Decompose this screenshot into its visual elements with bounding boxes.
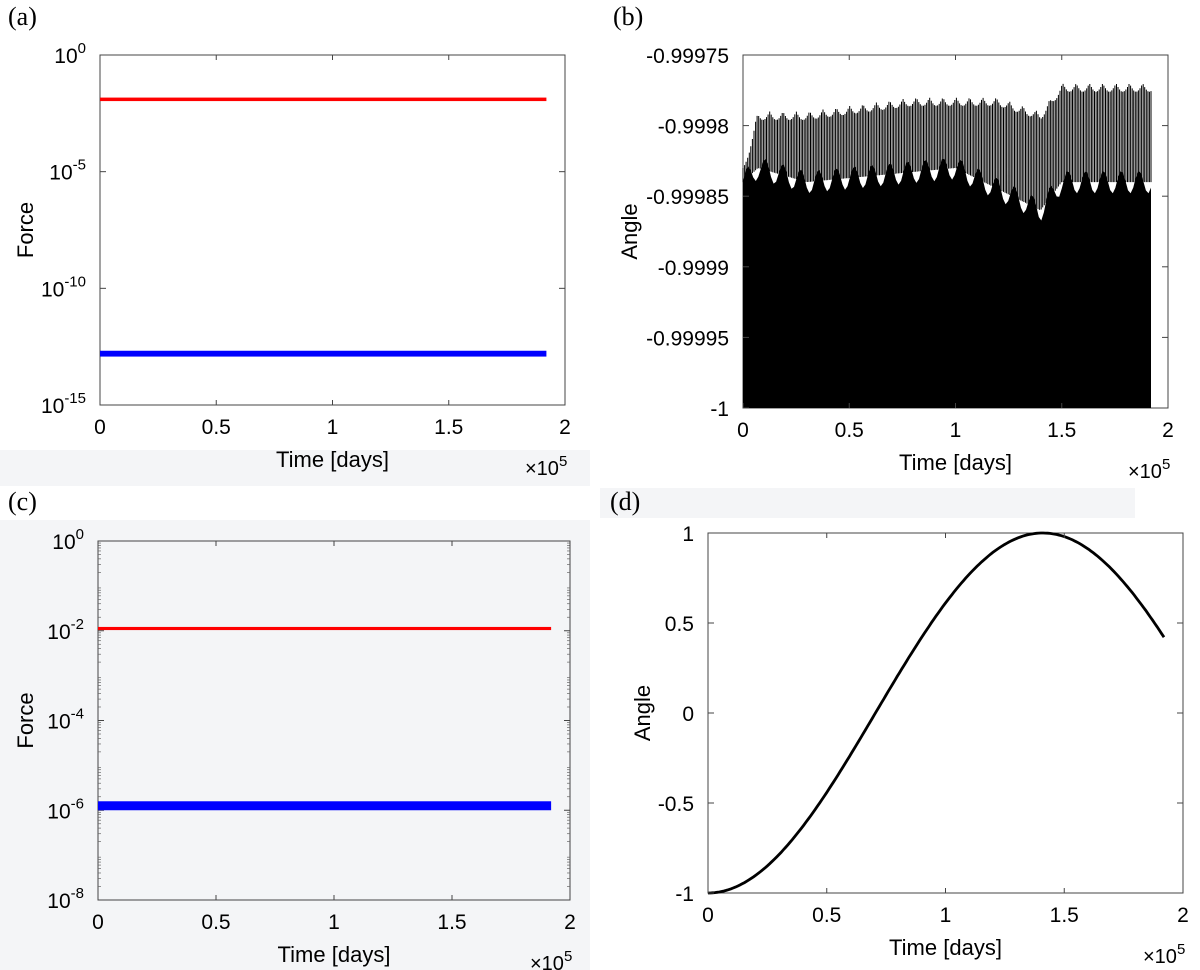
y-tick-label: -1 (710, 398, 729, 421)
x-multiplier-base: ×10 (525, 458, 559, 480)
y-tick-base: 10 (41, 395, 64, 418)
y-tick-exponent: 0 (78, 40, 86, 57)
x-multiplier-exponent: 5 (1177, 941, 1185, 958)
y-axis-label: Angle (630, 685, 655, 741)
x-axis-label: Time [days] (278, 942, 391, 967)
y-tick-label: 10-6 (47, 795, 84, 823)
y-tick-exponent: -10 (64, 273, 86, 290)
x-tick-label: 2 (1162, 419, 1174, 442)
y-tick-label: -0.99995 (646, 327, 729, 350)
panel-letter-b: (b) (613, 2, 644, 31)
y-tick-label: 10-2 (47, 616, 84, 644)
x-multiplier: ×105 (1128, 456, 1170, 483)
y-tick-exponent: -4 (71, 706, 84, 723)
y-tick-base: 10 (47, 800, 70, 823)
y-tick-label: -0.9999 (658, 257, 729, 280)
y-tick-base: 10 (54, 45, 77, 68)
x-tick-label: 0.5 (835, 419, 864, 442)
y-tick-exponent: -5 (73, 157, 86, 174)
plot-frame-d (707, 532, 1184, 894)
x-multiplier: ×105 (1143, 941, 1185, 968)
x-tick-label: 2 (559, 416, 571, 439)
x-tick-label: 1.5 (434, 416, 463, 439)
panel-letter-c: (c) (8, 487, 37, 516)
y-tick-label: -0.5 (658, 793, 694, 816)
oscillation-band (743, 158, 1151, 408)
chart-panel-d: 1 0.5 0 -0.5 -1 0 0.5 1 1.5 2 Time [days] ×105 Angle (630, 523, 1189, 968)
x-axis-label: Time [days] (889, 935, 1002, 960)
y-tick-label: -1 (675, 883, 694, 906)
x-multiplier-base: ×10 (1143, 946, 1177, 968)
y-tick-label: 100 (52, 526, 84, 554)
x-tick-label: 0 (94, 416, 106, 439)
plot-frame-c (97, 540, 571, 901)
y-tick-label: 0.5 (665, 613, 694, 636)
x-tick-label: 2 (564, 911, 576, 934)
y-tick-exponent: 0 (76, 526, 84, 543)
y-tick-label: 1 (682, 523, 694, 546)
x-tick-label: 0 (92, 911, 104, 934)
x-tick-label: 1 (950, 419, 962, 442)
y-tick-base: 10 (47, 621, 70, 644)
y-tick-label: 10-4 (47, 706, 84, 734)
y-tick-label: 10-15 (41, 390, 86, 418)
series-line-0 (98, 626, 552, 631)
x-tick-label: 1 (940, 904, 952, 927)
y-tick-label: -0.9998 (658, 116, 729, 139)
x-tick-label: 0 (737, 419, 749, 442)
x-multiplier: ×105 (525, 453, 567, 480)
x-multiplier-base: ×10 (1128, 461, 1162, 483)
y-axis-label: Force (13, 202, 38, 258)
x-tick-label: 0.5 (201, 911, 230, 934)
y-tick-base: 10 (47, 890, 70, 913)
y-tick-exponent: -15 (64, 390, 86, 407)
x-axis-label: Time [days] (276, 447, 389, 472)
x-tick-label: 1 (327, 416, 339, 439)
x-tick-label: 1.5 (437, 911, 466, 934)
y-tick-base: 10 (47, 711, 70, 734)
y-tick-label: 100 (54, 40, 86, 68)
series-line-1 (98, 801, 552, 811)
x-multiplier-exponent: 5 (559, 453, 567, 470)
x-tick-label: 1.5 (1050, 904, 1079, 927)
series-line-1 (100, 350, 547, 357)
y-tick-label: 10-10 (41, 273, 86, 301)
x-tick-label: 1.5 (1047, 419, 1076, 442)
x-tick-label: 0 (702, 904, 714, 927)
x-multiplier: ×105 (530, 948, 572, 970)
x-axis-label: Time [days] (899, 450, 1012, 475)
background-strip-b (600, 488, 1135, 518)
x-tick-label: 1 (328, 911, 340, 934)
y-tick-base: 10 (52, 531, 75, 554)
chart-panel-b: -0.99975 -0.9998 -0.99985 -0.9999 -0.99995 -1… (617, 45, 1174, 483)
series-line-0 (708, 531, 1166, 895)
y-tick-base: 10 (49, 162, 72, 185)
x-multiplier-exponent: 5 (1162, 456, 1170, 473)
y-tick-label: -0.99975 (646, 45, 729, 68)
x-tick-label: 0.5 (812, 904, 841, 927)
y-tick-label: 10-8 (47, 885, 84, 913)
y-tick-exponent: -6 (71, 795, 84, 812)
x-multiplier-exponent: 5 (564, 948, 572, 965)
y-tick-label: 0 (682, 703, 694, 726)
y-tick-label: -0.99985 (646, 186, 729, 209)
y-tick-base: 10 (41, 278, 64, 301)
y-tick-exponent: -2 (71, 616, 84, 633)
oscillation-spikes (742, 83, 1152, 210)
y-tick-label: 10-5 (49, 157, 86, 185)
y-tick-exponent: -8 (71, 885, 84, 902)
panel-letter-d: (d) (610, 487, 641, 516)
y-axis-label: Force (13, 692, 38, 748)
panel-letter-a: (a) (8, 2, 37, 31)
y-axis-label: Angle (617, 203, 642, 259)
x-multiplier-base: ×10 (530, 953, 564, 970)
background-strip-a (0, 450, 590, 486)
series-line-0 (100, 97, 547, 102)
x-tick-label: 2 (1177, 904, 1189, 927)
x-tick-label: 0.5 (202, 416, 231, 439)
